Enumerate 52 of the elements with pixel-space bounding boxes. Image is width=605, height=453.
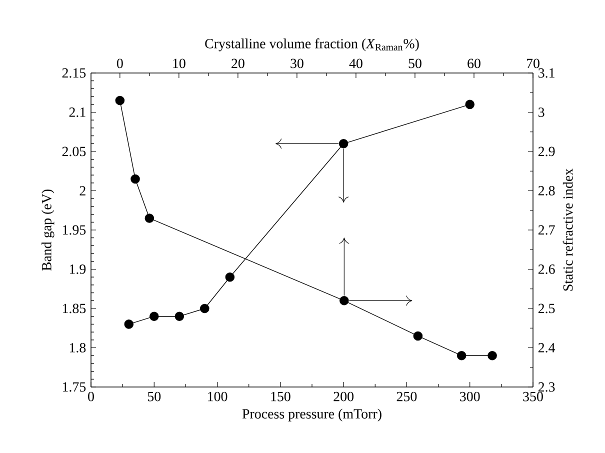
x-tick-label: 0 [88,392,94,402]
x-tick-label: 70 [526,58,540,68]
y-tick-label: 1.8 [70,343,86,352]
y-tick-label: 1.9 [70,264,86,274]
point [340,296,349,306]
x-axis-title: Process pressure (mTorr) [242,408,382,422]
point [149,312,159,321]
y-tick-label: 2.7 [538,225,555,235]
y-tick-label: 2.05 [62,146,86,156]
y-tick-label: 1.95 [62,225,86,235]
x-tick-label: 20 [232,58,244,68]
point [488,350,497,360]
x-tick-label: 50 [148,392,161,402]
x-tick-label: 200 [334,392,354,402]
x-tick-label: 0 [116,58,123,68]
point [465,100,475,110]
point [225,272,235,282]
point [144,214,154,223]
point [456,350,466,360]
x-tick-label: 100 [208,392,228,402]
y-tick-label: 2.1 [69,108,86,117]
x-axis-title: Crystalline volume fraction (X$_{Raman}$%) [205,38,419,52]
y-tick-label: 1.75 [62,382,86,392]
x-tick-label: 30 [290,58,304,68]
y-tick-label: 3.1 [538,68,554,78]
x-tick-label: 150 [271,392,290,402]
x-tick-label: 300 [460,392,480,402]
y-axis-title: Static refractive index [562,168,573,291]
y-tick-label: 2.8 [538,186,555,196]
point [413,331,423,341]
y-tick-label: 2.4 [538,343,556,352]
y-tick-label: 2.5 [538,304,555,314]
x-tick-label: 250 [396,392,417,402]
x-tick-label: 50 [408,58,422,68]
y-axis-title: Band gap (eV) [42,190,54,271]
y-tick-label: 2.9 [538,146,555,156]
y-tick-label: 2.6 [538,264,555,274]
point [130,174,140,184]
y-tick-label: 3 [538,108,544,117]
x-tick-label: 350 [523,392,543,402]
point [115,96,125,106]
y-tick-label: 1.85 [62,304,86,314]
point [200,304,210,314]
y-tick-label: 2.15 [62,68,86,78]
y-tick-label: 2.3 [538,382,555,392]
x-tick-label: 40 [349,58,362,68]
point [338,139,348,148]
point [124,320,134,329]
point [174,312,184,321]
x-tick-label: 10 [173,58,186,68]
y-tick-label: 2 [80,186,86,196]
x-tick-label: 60 [468,58,480,68]
